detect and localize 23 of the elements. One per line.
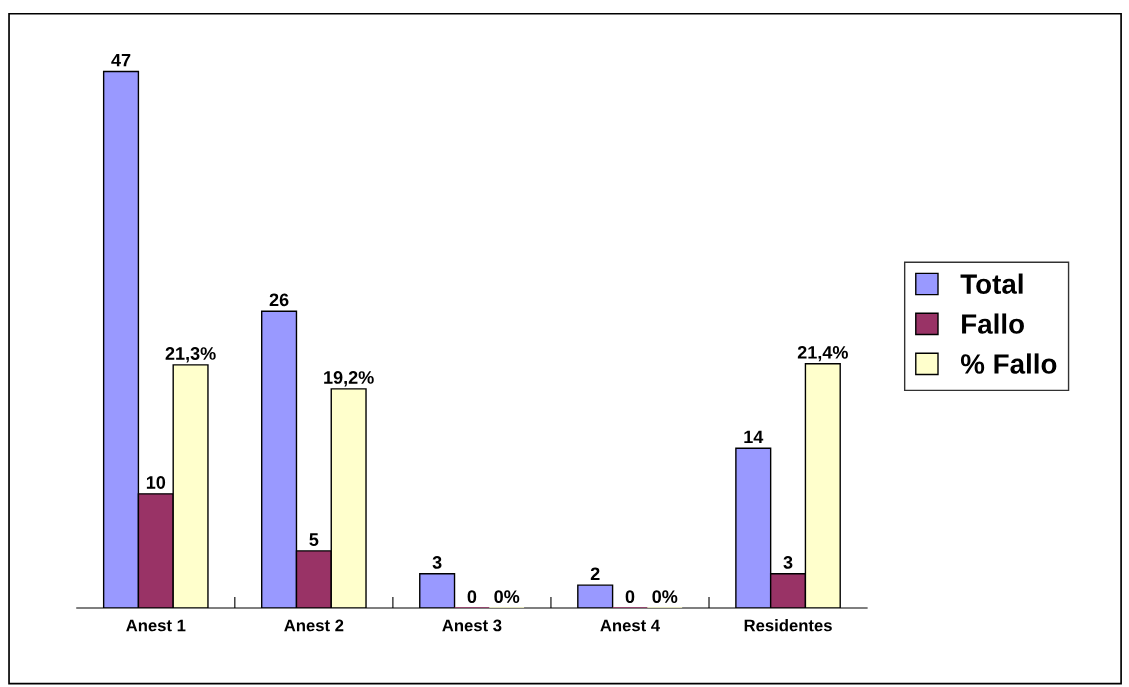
data-label: 0%	[494, 590, 520, 604]
x-tick-label: Anest 1	[126, 619, 186, 632]
data-label: 5	[309, 533, 319, 546]
data-label: 14	[744, 430, 764, 444]
x-tick-label: Anest 4	[600, 619, 660, 632]
x-tick-label: Anest 3	[442, 619, 502, 632]
legend-label: Total	[960, 273, 1023, 294]
data-label: 0%	[652, 590, 678, 604]
data-label: 0	[625, 590, 635, 604]
data-label: 0	[467, 590, 477, 604]
data-label: 26	[269, 293, 289, 307]
data-label: 10	[146, 476, 166, 489]
x-tick-label: Residentes	[744, 619, 832, 632]
data-label: 21,4%	[797, 345, 848, 362]
data-label: 47	[111, 53, 131, 67]
data-label: 2	[590, 567, 600, 581]
legend-label: % Fallo	[960, 353, 1057, 374]
data-label: 3	[783, 556, 793, 569]
data-label: 3	[432, 556, 442, 569]
legend-label: Fallo	[962, 313, 1024, 334]
data-label: 21,3%	[165, 347, 216, 363]
data-label: 19,2%	[324, 371, 374, 387]
x-tick-label: Anest 2	[284, 619, 344, 632]
